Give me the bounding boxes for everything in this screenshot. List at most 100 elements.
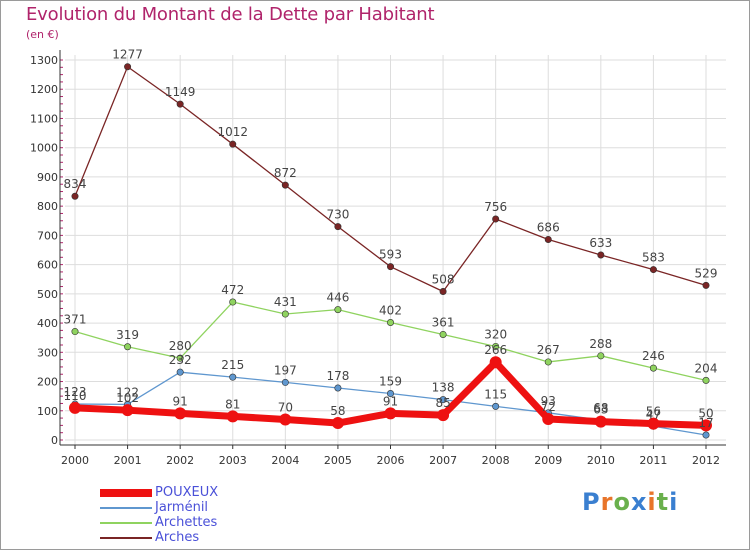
data-point bbox=[386, 318, 394, 326]
data-label: 1012 bbox=[217, 125, 248, 139]
data-label: 178 bbox=[326, 369, 349, 383]
y-tick-label: 300 bbox=[37, 346, 58, 359]
data-label: 102 bbox=[116, 391, 139, 405]
data-label: 72 bbox=[541, 400, 556, 414]
data-point bbox=[597, 352, 605, 360]
data-point bbox=[439, 396, 447, 404]
data-label: 529 bbox=[695, 266, 718, 280]
legend-label: Jarménil bbox=[155, 500, 209, 515]
data-label: 138 bbox=[432, 381, 455, 395]
data-label: 371 bbox=[64, 313, 87, 327]
y-tick-label: 800 bbox=[37, 200, 58, 213]
y-tick-label: 700 bbox=[37, 229, 58, 242]
legend-swatch bbox=[100, 506, 152, 509]
logo-letter: o bbox=[613, 488, 631, 516]
y-tick-label: 100 bbox=[37, 405, 58, 418]
x-tick-label: 2012 bbox=[692, 454, 720, 467]
data-label: 63 bbox=[593, 403, 608, 417]
x-tick-label: 2002 bbox=[166, 454, 194, 467]
x-tick-label: 2003 bbox=[219, 454, 247, 467]
data-label: 1149 bbox=[165, 85, 196, 99]
data-label: 91 bbox=[383, 394, 398, 408]
data-point bbox=[124, 63, 132, 71]
data-label: 50 bbox=[698, 406, 713, 420]
data-point bbox=[386, 390, 394, 398]
data-label: 583 bbox=[642, 251, 665, 265]
data-point bbox=[542, 412, 555, 425]
data-label: 93 bbox=[541, 394, 556, 408]
data-label: 288 bbox=[589, 337, 612, 351]
data-label: 58 bbox=[330, 404, 345, 418]
data-label: 204 bbox=[695, 361, 718, 375]
y-tick-label: 200 bbox=[37, 376, 58, 389]
y-tick-label: 400 bbox=[37, 317, 58, 330]
data-label: 593 bbox=[379, 248, 402, 262]
data-label: 686 bbox=[537, 220, 560, 234]
data-label: 633 bbox=[589, 236, 612, 250]
data-label: 70 bbox=[278, 401, 293, 415]
data-point bbox=[331, 417, 344, 430]
data-point bbox=[121, 404, 134, 417]
data-point bbox=[594, 415, 607, 428]
y-tick-label: 1300 bbox=[30, 54, 58, 67]
data-point bbox=[437, 409, 450, 422]
chart-title: Evolution du Montant de la Dette par Hab… bbox=[26, 4, 435, 25]
data-point bbox=[229, 140, 237, 148]
data-point bbox=[226, 410, 239, 423]
data-label: 85 bbox=[435, 396, 450, 410]
data-label: 122 bbox=[116, 385, 139, 399]
data-point bbox=[176, 100, 184, 108]
data-label: 81 bbox=[225, 397, 240, 411]
data-point bbox=[334, 306, 342, 314]
data-label: 320 bbox=[484, 327, 507, 341]
data-point bbox=[71, 192, 79, 200]
data-label: 319 bbox=[116, 328, 139, 342]
logo-letter: i bbox=[647, 488, 657, 516]
chart-subtitle: (en €) bbox=[26, 28, 59, 41]
data-point bbox=[176, 354, 184, 362]
data-point bbox=[492, 402, 500, 410]
logo-letter: r bbox=[600, 488, 614, 516]
data-label: 446 bbox=[326, 291, 349, 305]
data-label: 431 bbox=[274, 295, 297, 309]
legend-swatch bbox=[100, 521, 152, 524]
data-point bbox=[649, 266, 657, 274]
data-point bbox=[229, 298, 237, 306]
data-point bbox=[649, 364, 657, 372]
data-label: 110 bbox=[64, 389, 87, 403]
data-point bbox=[334, 384, 342, 392]
legend-label: POUXEUX bbox=[155, 485, 219, 500]
data-point bbox=[492, 342, 500, 350]
data-label: 68 bbox=[593, 401, 608, 415]
y-tick-label: 1200 bbox=[30, 83, 58, 96]
x-tick-label: 2010 bbox=[587, 454, 615, 467]
logo-letter: x bbox=[630, 488, 648, 516]
data-label: 232 bbox=[169, 353, 192, 367]
legend-swatch bbox=[100, 488, 152, 497]
data-point bbox=[544, 358, 552, 366]
data-label: 17 bbox=[698, 416, 713, 430]
y-tick-label: 1100 bbox=[30, 112, 58, 125]
data-label: 215 bbox=[221, 358, 244, 372]
data-label: 267 bbox=[537, 343, 560, 357]
data-point bbox=[176, 368, 184, 376]
y-tick-label: 500 bbox=[37, 288, 58, 301]
data-label: 508 bbox=[432, 273, 455, 287]
data-point bbox=[71, 328, 79, 336]
data-label: 834 bbox=[64, 177, 87, 191]
data-point bbox=[281, 378, 289, 386]
legend-item: POUXEUX bbox=[100, 485, 300, 500]
data-label: 872 bbox=[274, 166, 297, 180]
logo-letter: i bbox=[669, 488, 679, 516]
x-tick-label: 2001 bbox=[114, 454, 142, 467]
data-point bbox=[702, 431, 710, 439]
data-point bbox=[700, 419, 712, 432]
data-label: 56 bbox=[646, 405, 661, 419]
y-tick-label: 1000 bbox=[30, 142, 58, 155]
legend-label: Arches bbox=[155, 530, 200, 545]
data-point bbox=[702, 376, 710, 384]
data-point bbox=[647, 417, 660, 430]
x-tick-label: 2006 bbox=[377, 454, 405, 467]
